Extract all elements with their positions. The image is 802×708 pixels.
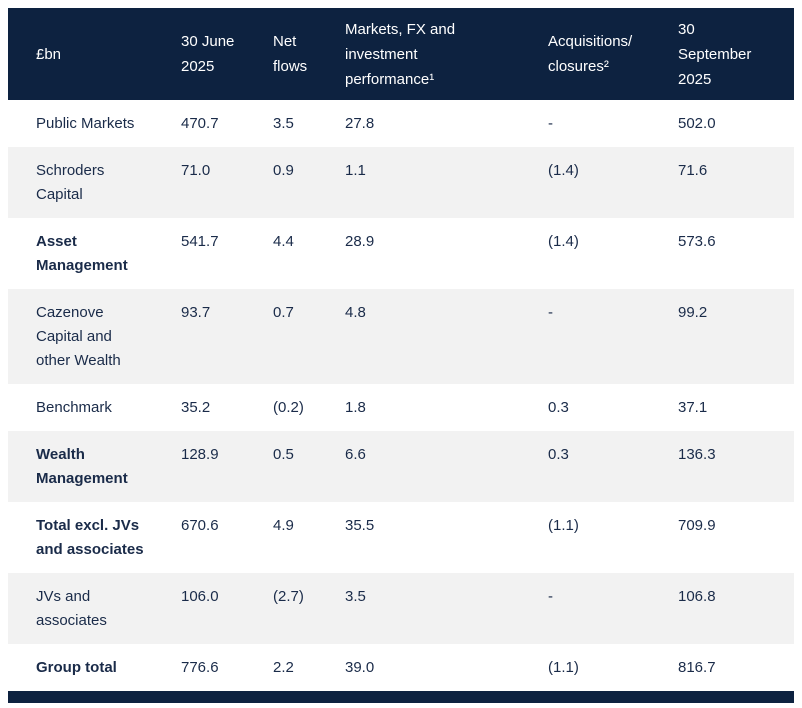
row-label: Public Markets (8, 100, 181, 147)
cell-value: - (548, 289, 678, 384)
cell-value: 573.6 (678, 218, 794, 289)
cell-value: 776.6 (181, 644, 273, 691)
row-label: Wealth Management (8, 431, 181, 502)
cell-value: 3.5 (273, 100, 345, 147)
cell-value: 470.7 (181, 100, 273, 147)
row-total-excl-jvs: Total excl. JVs and associates 670.6 4.9… (8, 502, 794, 573)
cell-value: 71.0 (181, 147, 273, 218)
cell-value: 27.8 (345, 100, 548, 147)
cell-value: 1.1 (345, 147, 548, 218)
cell-value: 93.7 (181, 289, 273, 384)
cell-value: 670.6 (181, 502, 273, 573)
cell-value: 136.3 (678, 431, 794, 502)
cell-value: 6.6 (345, 431, 548, 502)
cell-value: 28.9 (345, 218, 548, 289)
footer-bar (8, 691, 794, 703)
row-label: Group total (8, 644, 181, 691)
cell-value: 0.3 (548, 384, 678, 431)
row-label: Schroders Capital (8, 147, 181, 218)
row-asset-management: Asset Management 541.7 4.4 28.9 (1.4) 57… (8, 218, 794, 289)
col-header-unit: £bn (8, 8, 181, 100)
row-label: Cazenove Capital and other Wealth (8, 289, 181, 384)
cell-value: 99.2 (678, 289, 794, 384)
cell-value: 106.8 (678, 573, 794, 644)
cell-value: 35.2 (181, 384, 273, 431)
col-header-markets-fx-investment-performance: Markets, FX and investment performance¹ (345, 8, 548, 100)
col-header-net-flows: Net flows (273, 8, 345, 100)
cell-value: - (548, 573, 678, 644)
row-label: JVs and associates (8, 573, 181, 644)
cell-value: 106.0 (181, 573, 273, 644)
cell-value: 128.9 (181, 431, 273, 502)
row-benchmark: Benchmark 35.2 (0.2) 1.8 0.3 37.1 (8, 384, 794, 431)
cell-value: (1.1) (548, 502, 678, 573)
row-public-markets: Public Markets 470.7 3.5 27.8 - 502.0 (8, 100, 794, 147)
row-jvs-associates: JVs and associates 106.0 (2.7) 3.5 - 106… (8, 573, 794, 644)
row-schroders-capital: Schroders Capital 71.0 0.9 1.1 (1.4) 71.… (8, 147, 794, 218)
header-row: £bn 30 June 2025 Net flows Markets, FX a… (8, 8, 794, 100)
cell-value: (1.4) (548, 218, 678, 289)
cell-value: 4.8 (345, 289, 548, 384)
cell-value: 0.5 (273, 431, 345, 502)
cell-value: 541.7 (181, 218, 273, 289)
row-cazenove-capital: Cazenove Capital and other Wealth 93.7 0… (8, 289, 794, 384)
cell-value: (1.4) (548, 147, 678, 218)
row-label: Benchmark (8, 384, 181, 431)
aum-movements-table: £bn 30 June 2025 Net flows Markets, FX a… (8, 8, 794, 691)
cell-value: 709.9 (678, 502, 794, 573)
cell-value: 71.6 (678, 147, 794, 218)
cell-value: 502.0 (678, 100, 794, 147)
row-wealth-management: Wealth Management 128.9 0.5 6.6 0.3 136.… (8, 431, 794, 502)
cell-value: 0.7 (273, 289, 345, 384)
row-label: Asset Management (8, 218, 181, 289)
table-header: £bn 30 June 2025 Net flows Markets, FX a… (8, 8, 794, 100)
table-body: Public Markets 470.7 3.5 27.8 - 502.0 Sc… (8, 100, 794, 691)
cell-value: 37.1 (678, 384, 794, 431)
cell-value: (2.7) (273, 573, 345, 644)
col-header-acquisitions-closures: Acquisitions/ closures² (548, 8, 678, 100)
cell-value: 4.9 (273, 502, 345, 573)
row-label: Total excl. JVs and associates (8, 502, 181, 573)
cell-value: 39.0 (345, 644, 548, 691)
col-header-30-june-2025: 30 June 2025 (181, 8, 273, 100)
cell-value: 1.8 (345, 384, 548, 431)
cell-value: (1.1) (548, 644, 678, 691)
cell-value: 35.5 (345, 502, 548, 573)
col-header-30-september-2025: 30 September 2025 (678, 8, 794, 100)
cell-value: 0.9 (273, 147, 345, 218)
cell-value: 0.3 (548, 431, 678, 502)
row-group-total: Group total 776.6 2.2 39.0 (1.1) 816.7 (8, 644, 794, 691)
cell-value: 4.4 (273, 218, 345, 289)
cell-value: (0.2) (273, 384, 345, 431)
cell-value: 816.7 (678, 644, 794, 691)
cell-value: 3.5 (345, 573, 548, 644)
cell-value: 2.2 (273, 644, 345, 691)
cell-value: - (548, 100, 678, 147)
